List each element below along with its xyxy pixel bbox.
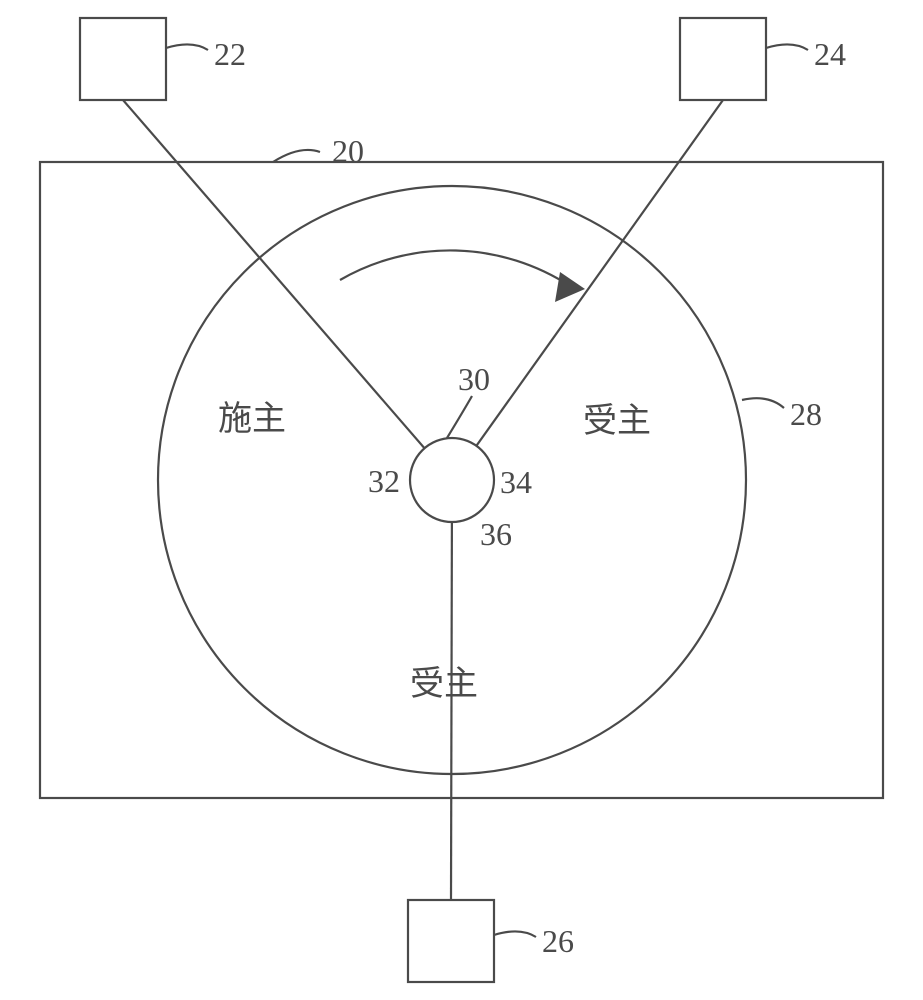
label-32: 32 — [368, 463, 400, 499]
leader-30 — [447, 396, 472, 438]
sector-label-bottom: 受主 — [410, 665, 478, 703]
sector-label-left: 施主 — [218, 400, 286, 438]
label-22: 22 — [214, 36, 246, 72]
rotation-arrow-arc — [340, 250, 570, 286]
small-circle-30 — [410, 438, 494, 522]
label-28: 28 — [790, 396, 822, 432]
label-34: 34 — [500, 464, 532, 500]
leader-28 — [742, 398, 784, 408]
leader-26 — [494, 931, 536, 937]
box-22 — [80, 18, 166, 100]
box-26 — [408, 900, 494, 982]
leader-20 — [273, 150, 320, 162]
leader-22 — [166, 44, 208, 50]
sector-label-right: 受主 — [583, 402, 651, 440]
label-26: 26 — [542, 923, 574, 959]
rotation-arrow-head — [555, 272, 585, 302]
label-24: 24 — [814, 36, 846, 72]
box-24 — [680, 18, 766, 100]
line-from-22 — [123, 100, 452, 480]
label-20: 20 — [332, 133, 364, 169]
diagram-canvas: 施主 受主 受主 20 28 30 32 34 36 22 24 26 — [0, 0, 923, 1000]
label-30: 30 — [458, 361, 490, 397]
label-36: 36 — [480, 516, 512, 552]
leader-24 — [766, 44, 808, 50]
